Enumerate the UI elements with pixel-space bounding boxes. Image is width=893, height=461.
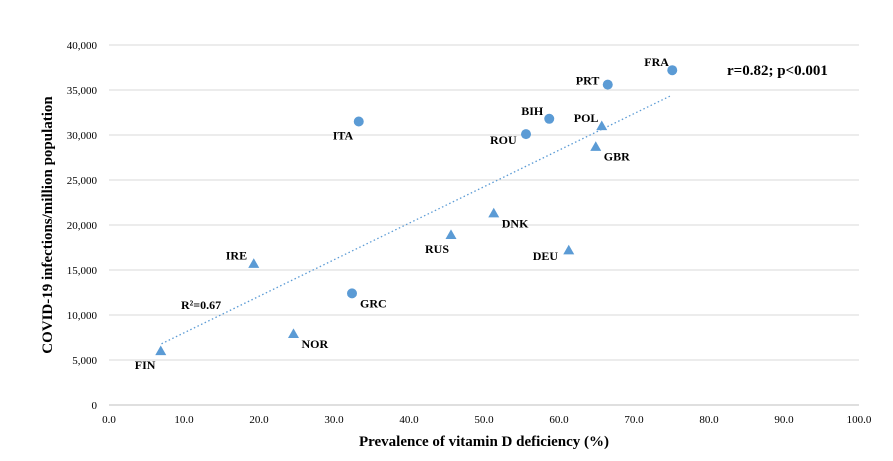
- point-label: ITA: [333, 129, 354, 143]
- x-tick-label: 80.0: [699, 414, 719, 426]
- y-tick-label: 0: [92, 400, 98, 412]
- y-tick-label: 30,000: [67, 130, 98, 142]
- y-tick-label: 5,000: [72, 355, 97, 367]
- data-point-triangle: [445, 229, 457, 240]
- x-tick-label: 10.0: [174, 414, 194, 426]
- trendline-line: [161, 94, 672, 345]
- correlation-annotation: r=0.82; p<0.001: [727, 63, 828, 79]
- point-label: GBR: [604, 150, 630, 164]
- point-label: GRC: [360, 296, 387, 310]
- y-tick-label: 10,000: [67, 310, 98, 322]
- data-point-triangle: [248, 258, 260, 268]
- y-tick-label: 20,000: [67, 220, 98, 232]
- x-tick-label: 0.0: [102, 414, 116, 426]
- x-tick-label: 50.0: [474, 414, 494, 426]
- point-label: FRA: [644, 55, 669, 69]
- data-point-circle: [602, 79, 613, 90]
- y-tick-label: 15,000: [67, 265, 98, 277]
- y-axis-title: COVID-19 infections/million population: [40, 96, 56, 354]
- y-tick-label: 25,000: [67, 175, 98, 187]
- data-point-triangle: [288, 328, 299, 339]
- x-tick-label: 90.0: [774, 414, 794, 426]
- point-label: NOR: [302, 337, 329, 351]
- data-points: [155, 65, 678, 356]
- data-point-triangle: [488, 207, 500, 218]
- x-tick-label: 20.0: [249, 414, 269, 426]
- trendline: [161, 94, 672, 345]
- y-tick-label: 40,000: [67, 40, 98, 52]
- data-point-triangle: [590, 141, 602, 151]
- data-point-circle: [667, 65, 678, 76]
- x-tick-label: 70.0: [624, 414, 644, 426]
- point-label: DNK: [502, 216, 529, 230]
- point-labels: FIN IRE NOR GRC ITA RUS DNK ROU BIH DEU GBR POL PRT F…: [135, 55, 669, 372]
- point-label: IRE: [226, 249, 247, 263]
- point-label: POL: [574, 111, 599, 125]
- data-point-circle: [347, 288, 357, 299]
- point-label: PRT: [576, 74, 600, 88]
- x-tick-label: 30.0: [324, 414, 344, 426]
- y-tick-label: 35,000: [67, 85, 98, 97]
- data-point-circle: [521, 129, 531, 140]
- point-label: DEU: [533, 249, 559, 263]
- x-tick-labels: 0.0 10.0 20.0 30.0 40.0 50.0 60.0 70.0 80.0 90.0 1…: [102, 414, 872, 426]
- data-point-circle: [544, 113, 555, 124]
- data-point-triangle: [596, 120, 608, 131]
- y-tick-labels: 0 5,000 10,000 15,000 20,000 25,000 30,000 35,0…: [67, 40, 98, 412]
- x-axis-title: Prevalence of vitamin D deficiency (%): [359, 434, 609, 450]
- x-tick-label: 60.0: [549, 414, 569, 426]
- point-label: RUS: [425, 242, 449, 256]
- point-label: BIH: [521, 104, 544, 118]
- point-label: FIN: [135, 358, 156, 372]
- data-point-triangle: [155, 345, 167, 356]
- x-tick-label: 100.0: [847, 414, 872, 426]
- data-point-triangle: [563, 244, 575, 255]
- x-tick-label: 40.0: [399, 414, 419, 426]
- r-squared-label: R²=0.67: [181, 298, 221, 312]
- data-point-circle: [353, 116, 364, 127]
- point-label: ROU: [490, 133, 517, 147]
- gridlines: [109, 44, 859, 406]
